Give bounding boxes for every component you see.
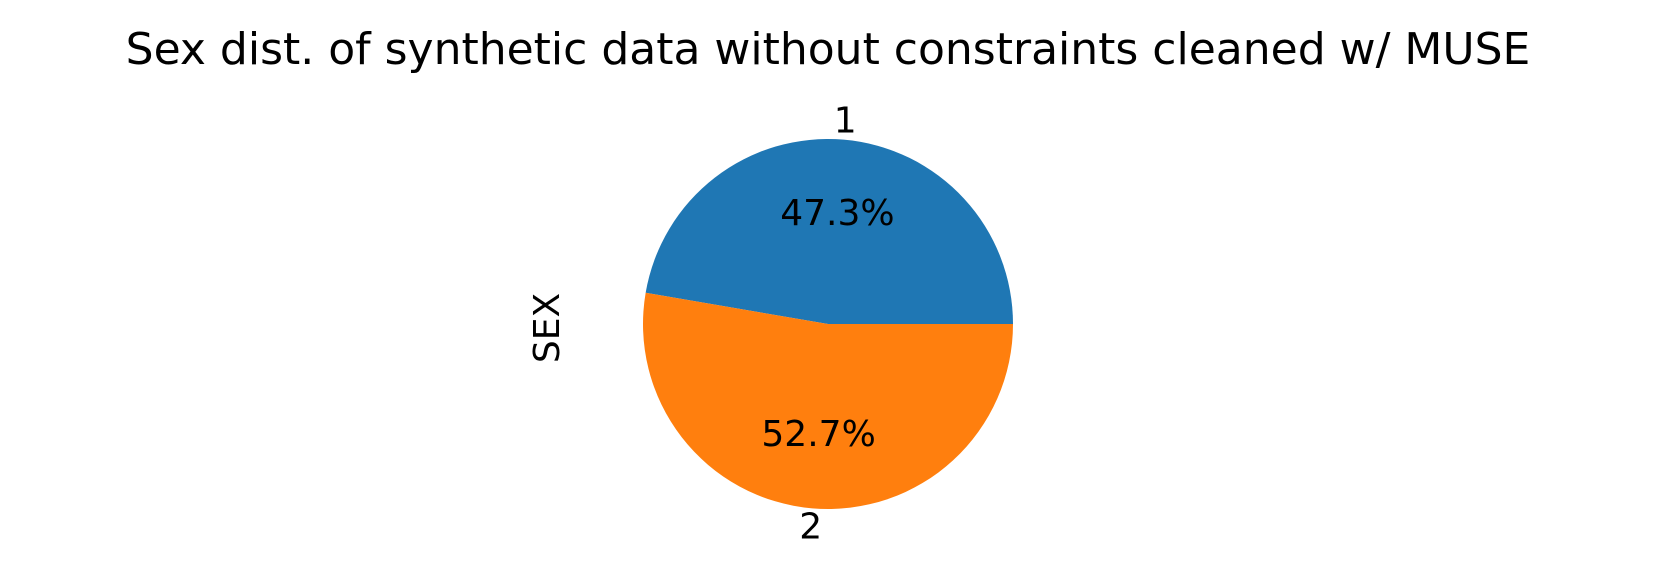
pie-labels: 47.3% 1 52.7% 2 [761, 101, 894, 548]
pie-slice-2 [642, 292, 1013, 510]
pie-pct-label-1: 47.3% [780, 193, 894, 234]
pie-slice-1 [645, 139, 1013, 324]
pie-category-label-2: 2 [799, 506, 822, 547]
pie-category-label-1: 1 [834, 101, 857, 142]
pie-slices [642, 139, 1013, 510]
pie-pct-label-2: 52.7% [761, 414, 875, 455]
chart-title: Sex dist. of synthetic data without cons… [126, 24, 1531, 75]
y-axis-label: SEX [527, 293, 568, 363]
